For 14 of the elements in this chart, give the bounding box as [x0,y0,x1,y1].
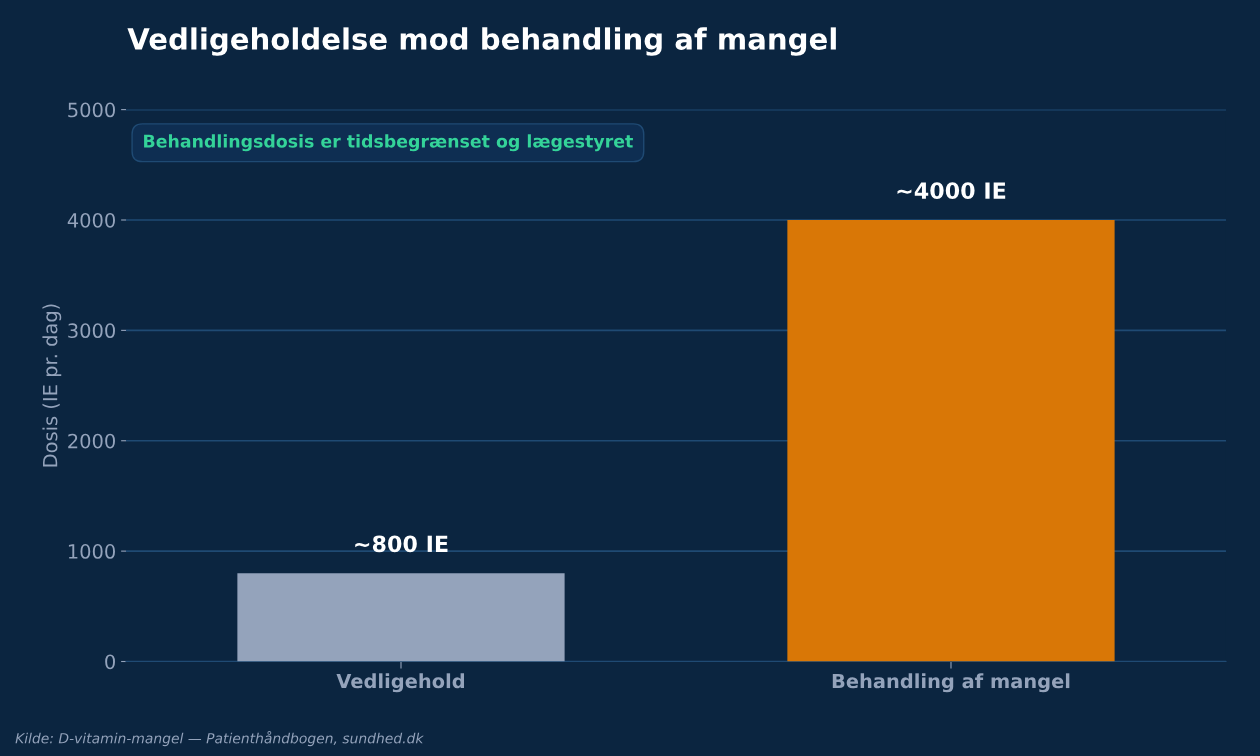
y-tick-label: 5000 [68,102,115,118]
annotation: Behandlingsdosis er tidsbegrænset og lægestyret [144,134,633,152]
x-tick-label: Vedligehold [336,673,465,693]
chart-title: Vedligeholdelse mod behandling af mangel [127,27,836,56]
y-axis-title: Dosis (IE pr. dag) [42,304,62,467]
data-label: ~800 IE [355,535,448,553]
y-tick-label: 2000 [68,433,115,449]
x-tick-label: Behandling af mangel [832,673,1070,693]
text: Kilde: D-vitamin-mangel — Patienthåndbogen, sundhed.dk [15,731,424,747]
y-tick-label: 3000 [68,323,115,339]
y-tick-label: 4000 [67,212,115,228]
y-tick-label: 0 [105,654,115,670]
data-label: ~4000 IE [897,182,1006,200]
y-tick-label: 1000 [68,544,115,559]
